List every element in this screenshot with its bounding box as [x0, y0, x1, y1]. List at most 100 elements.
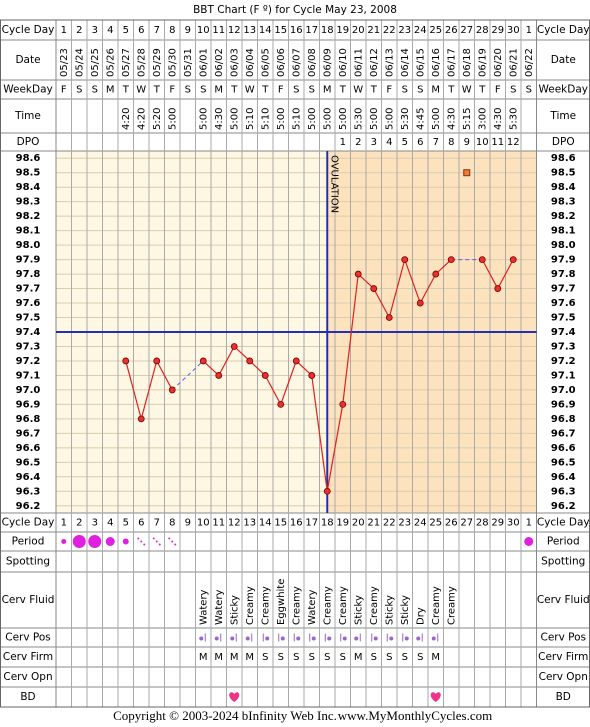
- cerv-firm: M: [245, 652, 254, 663]
- cycle-day: 13: [243, 25, 256, 36]
- y-tick-label: 96.6: [16, 443, 41, 454]
- cycle-day: 19: [336, 25, 349, 36]
- cycle-day: 30: [507, 518, 520, 529]
- y-tick-label: 96.8: [16, 414, 41, 425]
- temp-point: [246, 357, 254, 365]
- date: 06/09: [322, 48, 333, 77]
- row-label: Cerv Pos: [5, 632, 51, 644]
- date: 05/27: [121, 48, 132, 77]
- cycle-day: 14: [259, 25, 272, 36]
- y-tick-label-right: 97.5: [551, 313, 576, 324]
- date: 05/23: [59, 48, 70, 77]
- time: 5:30: [353, 108, 364, 130]
- period-spot: [152, 537, 155, 540]
- time: 5:00: [322, 108, 333, 130]
- temp-point: [230, 343, 238, 350]
- temp-point: [401, 256, 409, 264]
- time: 5:30: [400, 108, 411, 130]
- time: 5:00: [167, 108, 178, 130]
- date: 06/06: [276, 48, 287, 77]
- date: 05/24: [74, 48, 85, 77]
- temp-point: [261, 372, 269, 379]
- y-tick-label: 96.5: [16, 457, 41, 468]
- row-label: Cerv Fluid: [2, 594, 55, 606]
- cycle-day: 1: [61, 25, 67, 36]
- weekday: M: [106, 85, 115, 96]
- y-tick-label: 97.5: [16, 313, 41, 324]
- cycle-day: 1: [61, 518, 67, 529]
- cerv-firm: S: [371, 652, 377, 663]
- period-spot: [143, 543, 146, 546]
- temp-point: [215, 372, 223, 379]
- y-tick-label-right: 97.1: [551, 370, 576, 381]
- y-tick-label: 96.7: [16, 428, 41, 439]
- cycle-day: 21: [367, 518, 380, 529]
- cycle-day: 7: [154, 518, 160, 529]
- date: 06/14: [400, 48, 411, 77]
- dpo: 12: [507, 137, 520, 148]
- y-tick-label-right: 97.7: [551, 284, 576, 295]
- cerv-firm: M: [354, 652, 363, 663]
- cerv-fluid: Watery: [214, 589, 225, 625]
- y-tick-label: 97.8: [16, 269, 41, 280]
- cycle-day: 2: [76, 25, 82, 36]
- dpo: 10: [476, 137, 489, 148]
- cycle-day: 13: [243, 518, 256, 529]
- temp-point: [323, 487, 331, 495]
- time: 4:30: [214, 108, 225, 130]
- row-label-right: Cerv Opn: [539, 671, 588, 683]
- cerv-pos-dot: [373, 636, 378, 641]
- time: 4:20: [136, 108, 147, 130]
- cycle-day: 23: [398, 25, 411, 36]
- y-tick-label: 97.0: [16, 385, 41, 396]
- dpo: 2: [355, 137, 361, 148]
- cerv-firm: S: [278, 652, 284, 663]
- cycle-day: 15: [274, 25, 287, 36]
- y-tick-label: 98.5: [16, 168, 41, 179]
- y-tick-label-right: 96.7: [551, 428, 576, 439]
- y-tick-label: 97.4: [16, 327, 41, 338]
- date: 06/17: [446, 48, 457, 77]
- date: 06/11: [353, 48, 364, 77]
- cycle-day: 8: [169, 518, 175, 529]
- cycle-day: 4: [107, 518, 113, 529]
- row-label-right: Cerv Fluid: [537, 594, 590, 606]
- row-label: BD: [20, 691, 35, 703]
- time: 4:30: [446, 108, 457, 130]
- time: 5:00: [229, 108, 240, 130]
- period-spot: [158, 543, 161, 546]
- weekday: S: [309, 85, 315, 96]
- date: 06/08: [307, 48, 318, 77]
- weekday: S: [510, 85, 516, 96]
- date: 06/04: [245, 48, 256, 77]
- date: 06/20: [493, 48, 504, 77]
- y-tick-label-right: 96.4: [551, 472, 576, 483]
- dpo: 11: [491, 137, 504, 148]
- cerv-fluid: Sticky: [384, 595, 395, 625]
- row-label: DPO: [17, 136, 40, 148]
- ovulation-label: OVULATION: [328, 155, 339, 213]
- y-tick-label-right: 97.9: [551, 255, 576, 266]
- cerv-pos-dot: [214, 636, 219, 641]
- cerv-fluid: Creamy: [245, 586, 256, 625]
- period-spot: [137, 537, 140, 540]
- cerv-pos-dot: [327, 636, 332, 641]
- temp-line: [125, 359, 173, 422]
- row-label-right: DPO: [552, 136, 575, 148]
- period-spot: [140, 540, 143, 543]
- weekday: F: [169, 85, 175, 96]
- dpo: 9: [464, 137, 470, 148]
- period-dot: [122, 538, 129, 545]
- cycle-day: 30: [507, 25, 520, 36]
- period-dot: [72, 535, 86, 548]
- temp-point: [122, 357, 130, 365]
- date: 05/26: [105, 48, 116, 77]
- weekday: T: [478, 85, 486, 96]
- cerv-fluid: Dry: [415, 607, 426, 625]
- temp-point: [416, 299, 424, 307]
- cycle-day: 9: [185, 518, 191, 529]
- cycle-day: 4: [107, 25, 113, 36]
- row-label-right: Time: [549, 110, 576, 122]
- temp-point: [494, 285, 502, 292]
- y-tick-label-right: 96.2: [551, 501, 576, 512]
